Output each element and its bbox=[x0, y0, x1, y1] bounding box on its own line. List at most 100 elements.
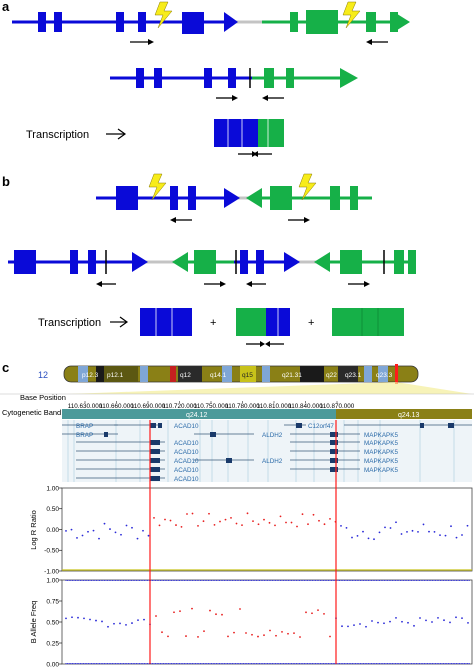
baf-point bbox=[116, 579, 118, 582]
baf-point bbox=[399, 579, 401, 582]
baf-point bbox=[281, 579, 283, 582]
baf-point bbox=[190, 662, 192, 665]
baf-point bbox=[342, 662, 344, 665]
baf-point bbox=[246, 662, 248, 665]
baf-point bbox=[107, 625, 109, 628]
baf-point bbox=[388, 579, 390, 582]
baf-point bbox=[121, 662, 123, 665]
baf-point bbox=[201, 579, 203, 582]
baf-point bbox=[419, 617, 421, 619]
baf-point bbox=[156, 662, 158, 665]
baf-point bbox=[127, 579, 129, 582]
baf-point bbox=[134, 662, 136, 665]
baf-point bbox=[83, 662, 85, 665]
baf-point bbox=[108, 662, 110, 665]
baf-point bbox=[180, 579, 182, 582]
log-r-point bbox=[257, 523, 260, 526]
baf-point bbox=[190, 579, 192, 582]
baf-point bbox=[454, 662, 456, 665]
log-r-point bbox=[406, 530, 408, 533]
baf-point bbox=[254, 662, 256, 665]
baf-point bbox=[283, 662, 285, 665]
gene-label: C12orf47 bbox=[308, 423, 334, 430]
baf-point bbox=[431, 621, 433, 623]
baf-point bbox=[463, 579, 465, 582]
baf-plot-frame bbox=[61, 579, 473, 665]
baf-point bbox=[361, 579, 363, 582]
log-r-point bbox=[202, 520, 205, 523]
baf-point bbox=[84, 579, 86, 582]
baf-point bbox=[126, 662, 128, 665]
baf-point bbox=[188, 579, 190, 582]
transcript-b2 bbox=[236, 308, 290, 336]
baf-point bbox=[326, 662, 328, 665]
baf-point bbox=[172, 662, 174, 665]
baf-point bbox=[411, 579, 413, 582]
baf-point bbox=[68, 579, 70, 582]
baf-point bbox=[327, 662, 329, 665]
baf-point bbox=[291, 579, 293, 582]
baf-point bbox=[99, 662, 101, 665]
baf-point bbox=[268, 579, 270, 582]
baf-point bbox=[371, 620, 373, 622]
baf-point bbox=[71, 579, 73, 582]
baf-point bbox=[409, 662, 411, 665]
baf-point bbox=[153, 662, 155, 665]
log-r-point bbox=[400, 533, 403, 535]
baf-point bbox=[355, 662, 357, 665]
baf-point bbox=[275, 634, 277, 637]
baf-point bbox=[437, 617, 439, 619]
baf-point bbox=[113, 579, 115, 582]
y-tick-label: 0.25 bbox=[46, 640, 59, 647]
primer-arrow-left-icon bbox=[265, 341, 284, 347]
baf-point bbox=[270, 662, 272, 665]
baf-point bbox=[463, 662, 465, 665]
baf-point bbox=[124, 662, 126, 665]
baf-point bbox=[228, 662, 230, 665]
baf-point bbox=[367, 662, 369, 665]
baf-point bbox=[251, 579, 253, 582]
log-r-point bbox=[70, 528, 73, 531]
baf-point bbox=[451, 579, 453, 582]
log-r-point bbox=[142, 529, 144, 532]
baf-point bbox=[108, 579, 110, 582]
baf-point bbox=[383, 662, 385, 665]
baf-point bbox=[303, 579, 305, 582]
baf-point bbox=[101, 620, 103, 623]
baf-point bbox=[331, 579, 333, 582]
baf-point bbox=[451, 662, 453, 665]
baf-point bbox=[137, 619, 139, 622]
gene-label: MAPKAPK5 bbox=[364, 467, 398, 474]
baf-point bbox=[143, 579, 145, 582]
baf-point bbox=[263, 634, 265, 637]
baf-point bbox=[356, 579, 358, 582]
position-tick-label: 110.720.000 bbox=[162, 403, 197, 410]
baf-point bbox=[276, 579, 278, 582]
baf-point bbox=[404, 662, 406, 665]
log-r-point bbox=[81, 534, 84, 537]
gene-label: ACAD10 bbox=[174, 467, 199, 474]
baf-point bbox=[73, 579, 75, 582]
baf-point bbox=[254, 579, 256, 582]
baf-point bbox=[299, 636, 301, 638]
baf-point bbox=[245, 632, 247, 634]
exon bbox=[54, 12, 62, 32]
baf-point bbox=[324, 579, 326, 582]
baf-point bbox=[307, 579, 309, 582]
panel-a-row1 bbox=[12, 1, 410, 45]
baf-point bbox=[355, 579, 357, 582]
baf-point bbox=[111, 662, 113, 665]
baf-point bbox=[364, 662, 366, 665]
baf-point bbox=[191, 579, 193, 582]
baf-point bbox=[163, 579, 165, 582]
baf-point bbox=[105, 662, 107, 665]
primer-arrow-left-icon bbox=[96, 281, 116, 287]
baf-point bbox=[220, 662, 222, 665]
baf-point bbox=[461, 617, 463, 620]
baf-point bbox=[204, 662, 206, 665]
baf-point bbox=[83, 579, 85, 582]
baf-point bbox=[195, 579, 197, 582]
baf-point bbox=[359, 662, 361, 665]
baf-point bbox=[199, 579, 201, 582]
baf-point bbox=[215, 613, 217, 616]
